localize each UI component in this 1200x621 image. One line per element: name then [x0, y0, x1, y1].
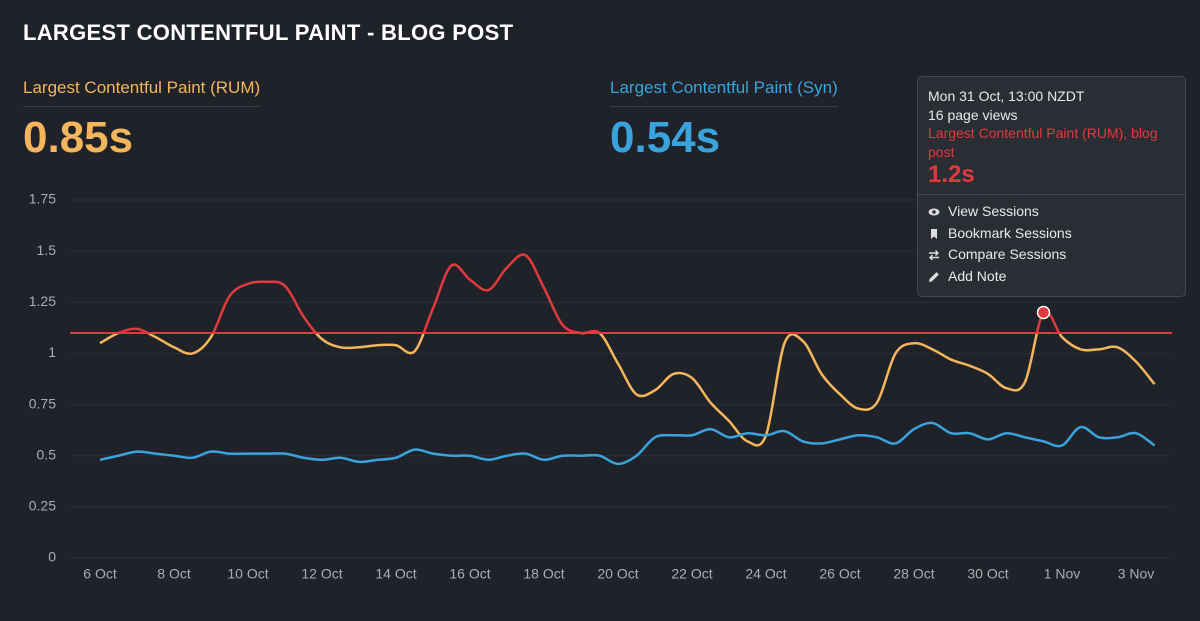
- metric: Largest Contentful Paint (RUM) 0.85s: [23, 78, 261, 163]
- x-tick-label: 16 Oct: [449, 566, 490, 582]
- action-label: Add Note: [948, 268, 1007, 285]
- tooltip-actions: View Sessions Bookmark Sessions Compare …: [918, 195, 1185, 294]
- compare-sessions[interactable]: Compare Sessions: [928, 244, 1175, 266]
- metric: Largest Contentful Paint (Syn) 0.54s: [610, 78, 838, 163]
- eye-icon: [928, 208, 940, 216]
- x-tick-label: 22 Oct: [671, 566, 712, 582]
- bookmark-icon: [931, 228, 937, 239]
- tooltip-value: 1.2s: [928, 161, 975, 188]
- pencil-icon: [929, 272, 939, 282]
- series-line: [99, 253, 1156, 447]
- tooltip-header: Mon 31 Oct, 13:00 NZDT 16 page views Lar…: [918, 77, 1185, 195]
- x-tick-label: 20 Oct: [597, 566, 638, 582]
- x-tick-label: 8 Oct: [157, 566, 191, 582]
- tooltip-metric: Largest Contentful Paint (RUM), blog pos…: [928, 125, 1158, 160]
- view-sessions[interactable]: View Sessions: [928, 201, 1175, 223]
- action-label: Bookmark Sessions: [948, 224, 1072, 241]
- metric-label: Largest Contentful Paint (RUM): [23, 78, 261, 107]
- tooltip-views: 16 page views: [928, 106, 1018, 123]
- metric-value: 0.54s: [610, 113, 721, 162]
- hover-point: [1036, 305, 1051, 320]
- x-tick-label: 28 Oct: [893, 566, 934, 582]
- action-label: Compare Sessions: [948, 246, 1067, 263]
- y-tick-label: 1: [48, 344, 56, 360]
- y-tick-label: 0.5: [37, 446, 57, 462]
- add-note[interactable]: Add Note: [928, 266, 1175, 288]
- x-tick-label: 30 Oct: [967, 566, 1008, 582]
- x-tick-label: 24 Oct: [745, 566, 786, 582]
- tooltip: Mon 31 Oct, 13:00 NZDT 16 page views Lar…: [917, 76, 1186, 297]
- x-tick-label: 6 Oct: [83, 566, 117, 582]
- x-tick-label: 18 Oct: [523, 566, 564, 582]
- y-tick-label: 0: [48, 549, 56, 565]
- bookmark-sessions[interactable]: Bookmark Sessions: [928, 223, 1175, 245]
- x-tick-label: 14 Oct: [375, 566, 416, 582]
- y-tick-label: 1.75: [29, 191, 56, 207]
- metric-value: 0.85s: [23, 113, 134, 162]
- compare-icon: [929, 250, 939, 261]
- tooltip-time: Mon 31 Oct, 13:00 NZDT: [928, 88, 1085, 104]
- y-tick-label: 1.5: [37, 242, 57, 258]
- y-tick-label: 1.25: [29, 293, 56, 309]
- x-tick-label: 1 Nov: [1044, 566, 1081, 582]
- metric-label: Largest Contentful Paint (Syn): [610, 78, 838, 107]
- y-tick-label: 0.25: [29, 498, 56, 514]
- x-tick-label: 26 Oct: [819, 566, 860, 582]
- x-tick-label: 10 Oct: [227, 566, 268, 582]
- series-line: [99, 421, 1156, 466]
- x-tick-label: 12 Oct: [301, 566, 342, 582]
- action-label: View Sessions: [948, 203, 1039, 219]
- x-tick-label: 3 Nov: [1118, 566, 1155, 582]
- chart-title: LARGEST CONTENTFUL PAINT - BLOG POST: [23, 20, 514, 45]
- y-tick-label: 0.75: [29, 395, 56, 411]
